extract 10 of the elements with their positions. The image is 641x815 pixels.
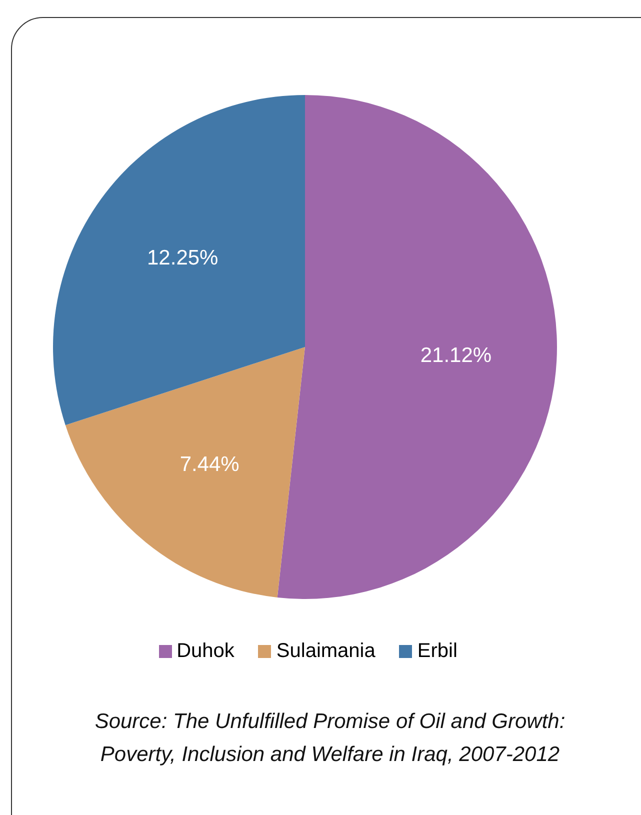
legend-label: Duhok — [176, 640, 234, 663]
pie-slice — [277, 95, 557, 599]
data-label: 7.44% — [180, 452, 240, 476]
legend-label: Erbil — [417, 640, 458, 663]
legend-label: Sulaimania — [276, 640, 376, 663]
pie-slice — [53, 95, 305, 426]
data-label: 21.12% — [420, 344, 492, 367]
source-note: Source: The Unfulfilled Promise of Oil and Growth: Poverty, Inclusion and Welfare in Iraq, 2007-2012 — [94, 709, 566, 768]
data-label: 12.25% — [147, 246, 218, 270]
pie-slice — [65, 347, 305, 598]
